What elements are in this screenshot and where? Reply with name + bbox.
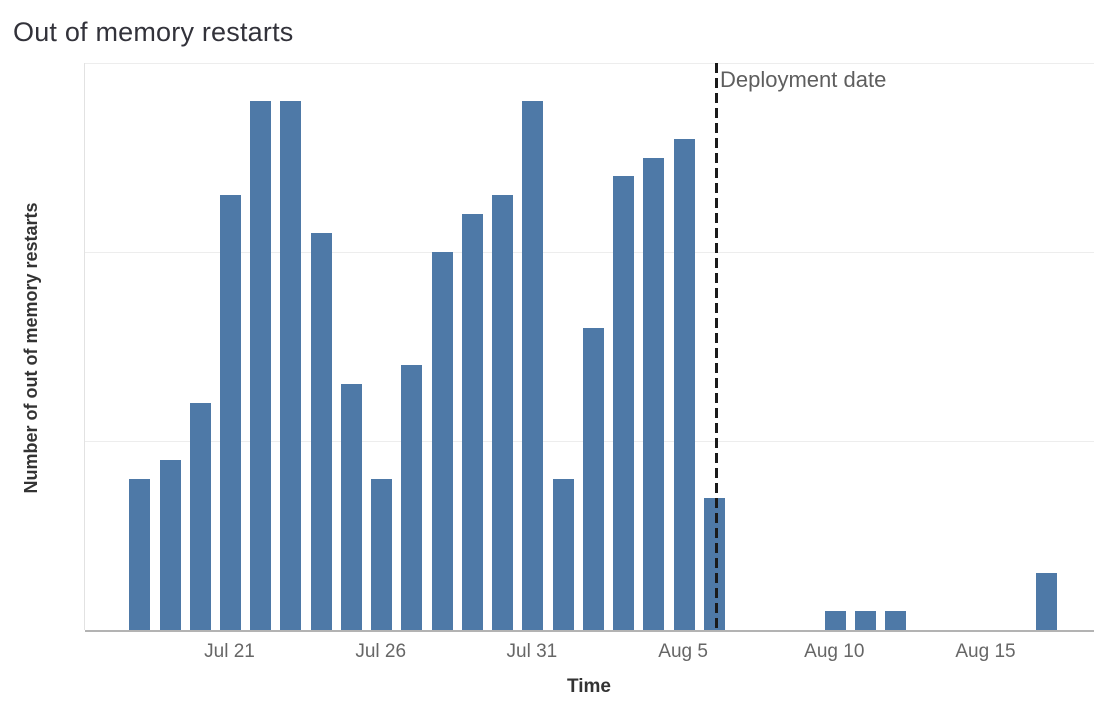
gridline xyxy=(85,252,1094,253)
bar[interactable] xyxy=(582,327,604,630)
x-tick-label: Jul 21 xyxy=(204,641,255,662)
x-tick-label: Jul 26 xyxy=(355,641,407,662)
bar[interactable] xyxy=(703,497,725,630)
bar[interactable] xyxy=(401,365,423,630)
bar[interactable] xyxy=(552,478,574,630)
bar[interactable] xyxy=(159,459,181,630)
bar[interactable] xyxy=(310,233,332,630)
bar[interactable] xyxy=(824,611,846,630)
y-axis-title: Number of out of memory restarts xyxy=(21,202,41,494)
x-tick-label: Aug 5 xyxy=(658,641,708,662)
bar[interactable] xyxy=(492,195,514,630)
bar[interactable] xyxy=(885,611,907,630)
bar[interactable] xyxy=(280,100,302,630)
bar[interactable] xyxy=(522,100,544,630)
bar[interactable] xyxy=(431,252,453,630)
x-tick-label: Jul 31 xyxy=(506,641,558,662)
bar[interactable] xyxy=(220,195,241,630)
bar[interactable] xyxy=(855,611,877,630)
deployment-date-label: Deployment date xyxy=(720,67,887,92)
x-axis-title: Time xyxy=(566,676,612,697)
deployment-date-reference-line xyxy=(715,63,718,630)
bar[interactable] xyxy=(643,157,665,630)
chart-title: Out of memory restarts xyxy=(13,17,294,47)
bar[interactable] xyxy=(371,478,393,630)
plot-area: Deployment date xyxy=(84,63,1094,632)
gridline xyxy=(85,63,1094,64)
x-tick-label: Aug 15 xyxy=(955,641,1016,662)
bar[interactable] xyxy=(189,403,211,630)
bar[interactable] xyxy=(129,478,151,630)
bar[interactable] xyxy=(1036,573,1058,630)
bar[interactable] xyxy=(673,138,695,630)
x-axis-line xyxy=(85,630,1094,632)
bar[interactable] xyxy=(461,214,483,630)
bar[interactable] xyxy=(613,176,635,630)
bar[interactable] xyxy=(340,384,362,630)
x-tick-label: Aug 10 xyxy=(804,641,865,662)
bar[interactable] xyxy=(250,100,272,630)
